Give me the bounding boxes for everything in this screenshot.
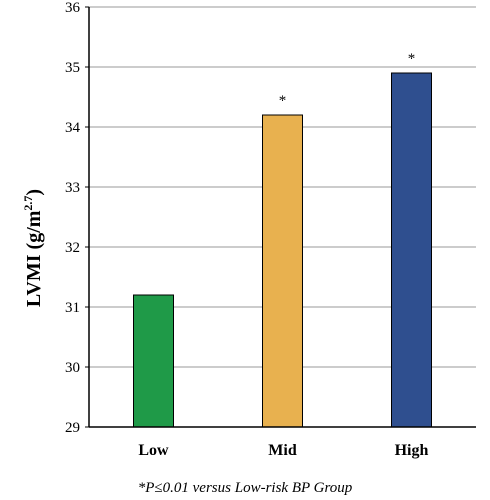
significance-markers: **	[279, 51, 416, 109]
x-category-label: High	[395, 442, 429, 459]
bar-mid	[262, 114, 303, 428]
bars	[133, 72, 432, 428]
bar-high	[391, 72, 432, 428]
y-tick-labels: 29 30 31 32 33 34 35 36	[65, 0, 81, 436]
y-tick-label: 35	[65, 60, 80, 76]
y-tick-label: 29	[65, 420, 80, 436]
bar-low	[133, 294, 174, 428]
y-tick-label: 34	[65, 120, 81, 136]
axes	[85, 6, 476, 428]
y-axis-title: LVMI (g/m2.7)	[21, 189, 45, 307]
footnote: *P≤0.01 versus Low-risk BP Group	[138, 480, 353, 496]
significance-asterisk: *	[279, 93, 287, 109]
x-category-label: Mid	[268, 442, 297, 459]
y-tick-label: 31	[65, 300, 80, 316]
y-tick-label: 30	[65, 360, 80, 376]
x-category-labels: Low Mid High	[138, 442, 428, 459]
y-tick-label: 36	[65, 0, 81, 16]
y-tick-label: 32	[65, 240, 80, 256]
significance-asterisk: *	[408, 51, 416, 67]
x-category-label: Low	[138, 442, 169, 459]
y-tick-label: 33	[65, 180, 80, 196]
